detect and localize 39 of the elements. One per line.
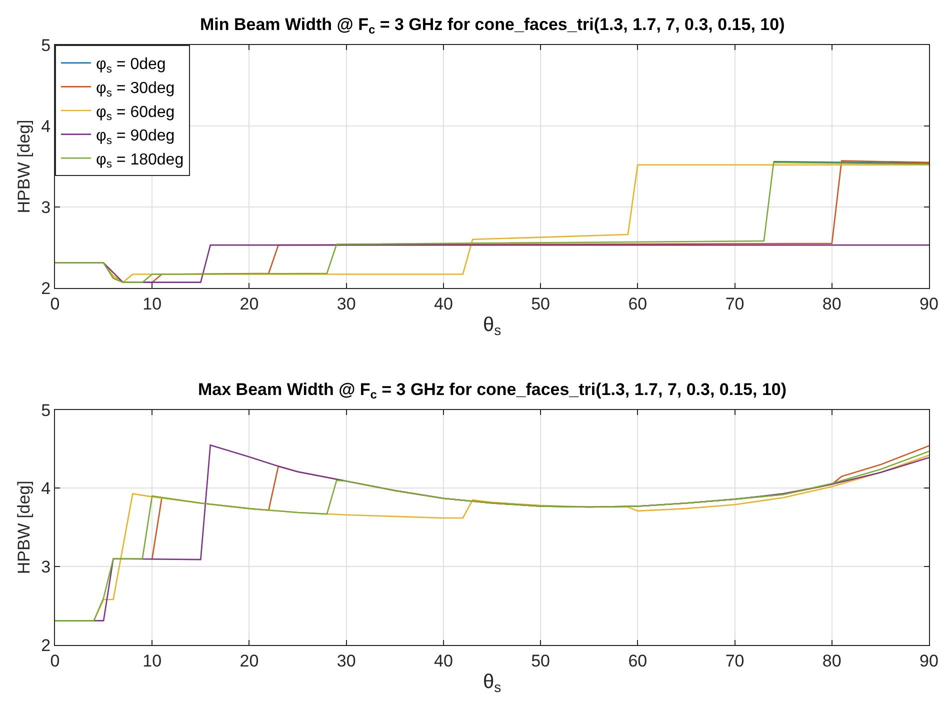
legend-label: φ$_{s}$ = 60deg [96, 104, 175, 124]
x-tick-label: 60 [628, 651, 648, 670]
x-tick-label: 50 [531, 294, 550, 314]
x-tick-label: 70 [725, 294, 744, 314]
x-tick-label: 90 [920, 294, 938, 314]
x-tick-label: 80 [822, 294, 842, 314]
y-tick-label: 3 [41, 558, 51, 577]
legend-label: φ$_{s}$ = 0deg [96, 56, 166, 76]
x-tick-label: 40 [434, 294, 453, 314]
legend-label: φ$_{s}$ = 180deg [96, 151, 184, 171]
x-tick-label: 20 [240, 294, 259, 314]
x-tick-label: 0 [50, 294, 60, 314]
x-tick-label: 10 [142, 294, 162, 314]
y-axis-title: HPBW [deg] [14, 480, 34, 574]
x-tick-label: 40 [434, 651, 453, 670]
x-tick-label: 90 [920, 651, 938, 670]
y-tick-label: 5 [41, 36, 51, 55]
y-tick-label: 4 [41, 116, 51, 136]
x-axis-title: θ$_{s}$ [482, 314, 502, 338]
y-tick-label: 3 [41, 198, 51, 217]
x-tick-label: 0 [50, 651, 60, 670]
y-tick-label: 2 [41, 636, 51, 655]
y-tick-label: 5 [41, 400, 51, 420]
legend-label: φ$_{s}$ = 30deg [96, 80, 175, 100]
y-tick-label: 4 [41, 479, 51, 498]
y-tick-label: 2 [41, 278, 51, 298]
y-axis-title: HPBW [deg] [14, 120, 34, 214]
x-tick-label: 30 [336, 294, 356, 314]
x-tick-label: 10 [142, 651, 162, 670]
x-axis-title: θ$_{s}$ [482, 670, 502, 696]
x-tick-label: 80 [822, 651, 842, 670]
chart-title: Min Beam Width @ F$_{c}$ = 3 GHz for cone_faces_tri(1.3, 1.7, 7, 0.3, 0.15, 10) [200, 15, 785, 37]
x-tick-label: 70 [725, 651, 744, 670]
legend-label: φ$_{s}$ = 90deg [96, 128, 175, 147]
x-tick-label: 60 [628, 294, 648, 314]
x-tick-label: 20 [240, 651, 259, 670]
chart-title: Max Beam Width @ F$_{c}$ = 3 GHz for cone_faces_tri(1.3, 1.7, 7, 0.3, 0.15, 10) [198, 380, 787, 402]
x-tick-label: 50 [531, 651, 550, 670]
x-tick-label: 30 [336, 651, 356, 670]
